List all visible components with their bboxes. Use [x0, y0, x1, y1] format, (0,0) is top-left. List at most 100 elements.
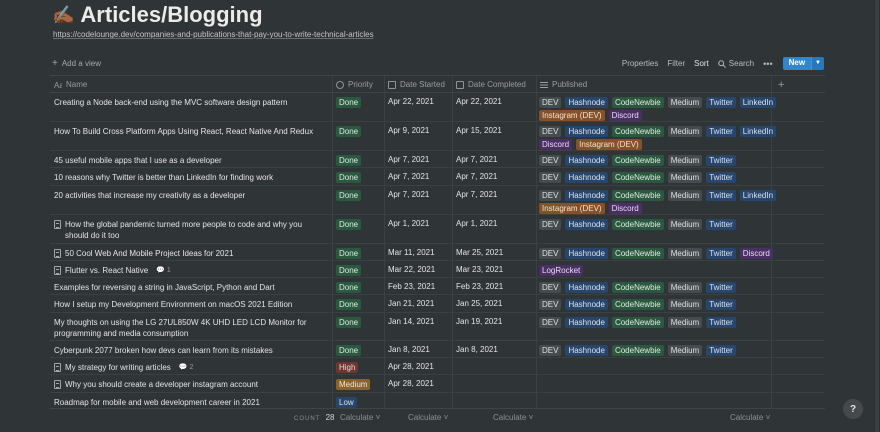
priority-cell[interactable]: Done [336, 97, 365, 110]
row-title[interactable]: Flutter vs. React Native [65, 266, 149, 275]
published-cell[interactable]: DEV Hashnode CodeNewbie Medium Twitter [539, 299, 781, 312]
table-row[interactable]: 50 Cool Web And Mobile Project Ideas for… [50, 244, 825, 261]
published-cell[interactable]: LogRocket [539, 265, 781, 278]
row-title-cell[interactable]: Examples for reversing a string in JavaS… [54, 282, 326, 293]
priority-cell[interactable]: High [336, 362, 362, 375]
date-started-cell[interactable]: Apr 7, 2021 [388, 155, 430, 164]
new-button[interactable]: New [782, 57, 812, 70]
page-url-link[interactable]: https://codelounge.dev/companies-and-pub… [53, 30, 374, 39]
date-completed-cell[interactable]: Jan 8, 2021 [456, 345, 498, 354]
column-header-priority[interactable]: Priority [332, 76, 384, 93]
date-completed-cell[interactable]: Apr 7, 2021 [456, 190, 498, 199]
date-started-cell[interactable]: Feb 23, 2021 [388, 282, 436, 291]
row-title-cell[interactable]: How I setup my Development Environment o… [54, 299, 326, 310]
row-title[interactable]: 20 activities that increase my creativit… [54, 191, 246, 200]
priority-cell[interactable]: Done [336, 248, 365, 261]
row-title-cell[interactable]: 10 reasons why Twitter is better than Li… [54, 172, 326, 183]
priority-cell[interactable]: Low [336, 397, 361, 410]
table-row[interactable]: 45 useful mobile apps that I use as a de… [50, 151, 825, 168]
table-row[interactable]: How the global pandemic turned more peop… [50, 215, 825, 244]
table-row[interactable]: How To Build Cross Platform Apps Using R… [50, 122, 825, 151]
row-title[interactable]: My strategy for writing articles [65, 363, 171, 372]
published-cell[interactable]: DEV Hashnode CodeNewbie Medium Twitter [539, 317, 781, 330]
column-header-name[interactable]: Aa Name [50, 76, 332, 93]
row-title-cell[interactable]: How To Build Cross Platform Apps Using R… [54, 126, 326, 137]
calculate-priority[interactable]: Calculate ˅ [340, 413, 381, 422]
priority-cell[interactable]: Done [336, 190, 365, 203]
row-title-cell[interactable]: Flutter vs. React Native 💬 1 [54, 265, 326, 276]
published-cell[interactable]: DEV Hashnode CodeNewbie Medium Twitter Linked… [539, 190, 781, 216]
calculate-date-started[interactable]: Calculate ˅ [408, 413, 449, 422]
priority-cell[interactable]: Done [336, 265, 365, 278]
row-title-cell[interactable]: How the global pandemic turned more peop… [54, 219, 326, 241]
date-completed-cell[interactable]: Apr 15, 2021 [456, 126, 502, 135]
row-title[interactable]: 45 useful mobile apps that I use as a de… [54, 156, 222, 165]
published-cell[interactable]: DEV Hashnode CodeNewbie Medium Twitter [539, 219, 781, 232]
table-row[interactable]: My strategy for writing articles 💬 2 High A… [50, 358, 825, 375]
row-title[interactable]: How the global pandemic turned more peop… [65, 220, 303, 240]
column-header-date-completed[interactable]: Date Completed [452, 76, 536, 93]
table-row[interactable]: Creating a Node back-end using the MVC s… [50, 93, 825, 122]
priority-cell[interactable]: Done [336, 317, 365, 330]
date-started-cell[interactable]: Mar 11, 2021 [388, 248, 435, 257]
date-started-cell[interactable]: Apr 1, 2021 [388, 219, 430, 228]
date-started-cell[interactable]: Apr 7, 2021 [388, 172, 430, 181]
date-started-cell[interactable]: Mar 22, 2021 [388, 265, 436, 274]
table-row[interactable]: Examples for reversing a string in JavaS… [50, 278, 825, 295]
row-title-cell[interactable]: My thoughts on using the LG 27UL850W 4K … [54, 317, 326, 339]
row-title-cell[interactable]: Roadmap for mobile and web development c… [54, 397, 326, 408]
sort-button[interactable]: Sort [694, 59, 709, 68]
table-row[interactable]: Flutter vs. React Native 💬 1 Done Mar 22, 2… [50, 261, 825, 278]
published-cell[interactable]: DEV Hashnode CodeNewbie Medium Twitter [539, 172, 781, 185]
row-title[interactable]: Examples for reversing a string in JavaS… [54, 283, 275, 292]
date-started-cell[interactable]: Apr 7, 2021 [388, 190, 430, 199]
comment-count[interactable]: 💬 1 [156, 265, 171, 276]
table-row[interactable]: 10 reasons why Twitter is better than Li… [50, 168, 825, 186]
date-started-cell[interactable]: Apr 22, 2021 [388, 97, 434, 106]
calculate-date-completed[interactable]: Calculate ˅ [493, 413, 534, 422]
add-view-button[interactable]: + Add a view [52, 58, 101, 68]
table-row[interactable]: My thoughts on using the LG 27UL850W 4K … [50, 313, 825, 341]
published-cell[interactable]: DEV Hashnode CodeNewbie Medium Twitter [539, 345, 781, 358]
date-completed-cell[interactable]: Jan 25, 2021 [456, 299, 503, 308]
row-title-cell[interactable]: 50 Cool Web And Mobile Project Ideas for… [54, 248, 326, 259]
date-completed-cell[interactable]: Apr 7, 2021 [456, 172, 498, 181]
date-started-cell[interactable]: Jan 14, 2021 [388, 317, 435, 326]
date-started-cell[interactable]: Apr 9, 2021 [388, 126, 430, 135]
column-header-published[interactable]: Published [536, 76, 771, 93]
date-completed-cell[interactable]: Apr 7, 2021 [456, 155, 498, 164]
date-started-cell[interactable]: Jan 21, 2021 [388, 299, 435, 308]
add-column-button[interactable]: + [778, 78, 785, 91]
published-cell[interactable]: DEV Hashnode CodeNewbie Medium Twitter Linked… [539, 97, 781, 123]
published-cell[interactable]: DEV Hashnode CodeNewbie Medium Twitter Discor… [539, 248, 781, 261]
row-title-cell[interactable]: Creating a Node back-end using the MVC s… [54, 97, 326, 108]
row-title[interactable]: Roadmap for mobile and web development c… [54, 398, 260, 407]
scrollbar[interactable] [874, 0, 880, 432]
table-row[interactable]: How I setup my Development Environment o… [50, 295, 825, 313]
priority-cell[interactable]: Done [336, 172, 365, 185]
date-completed-cell[interactable]: Mar 23, 2021 [456, 265, 504, 274]
column-header-date-started[interactable]: Date Started [384, 76, 452, 93]
chevron-down-icon[interactable]: ▼ [811, 57, 824, 70]
row-title[interactable]: How I setup my Development Environment o… [54, 300, 293, 309]
table-row[interactable]: Roadmap for mobile and web development c… [50, 393, 825, 410]
priority-cell[interactable]: Done [336, 155, 365, 168]
row-title-cell[interactable]: Why you should create a developer instag… [54, 379, 326, 390]
published-cell[interactable]: DEV Hashnode CodeNewbie Medium Twitter [539, 282, 781, 295]
date-completed-cell[interactable]: Jan 19, 2021 [456, 317, 503, 326]
table-row[interactable]: 20 activities that increase my creativit… [50, 186, 825, 215]
comment-count[interactable]: 💬 2 [179, 362, 194, 373]
row-title[interactable]: Creating a Node back-end using the MVC s… [54, 98, 288, 107]
priority-cell[interactable]: Done [336, 219, 365, 232]
row-title[interactable]: 10 reasons why Twitter is better than Li… [54, 173, 274, 182]
more-options-icon[interactable]: ••• [763, 58, 773, 69]
count-summary[interactable]: COUNT 28 [294, 413, 334, 422]
help-button[interactable]: ? [843, 399, 863, 419]
filter-button[interactable]: Filter [667, 59, 686, 68]
priority-cell[interactable]: Done [336, 299, 365, 312]
row-title-cell[interactable]: Cyberpunk 2077 broken how devs can learn… [54, 345, 326, 356]
priority-cell[interactable]: Medium [336, 379, 374, 392]
priority-cell[interactable]: Done [336, 282, 365, 295]
properties-button[interactable]: Properties [621, 59, 659, 68]
row-title[interactable]: My thoughts on using the LG 27UL850W 4K … [54, 318, 307, 338]
